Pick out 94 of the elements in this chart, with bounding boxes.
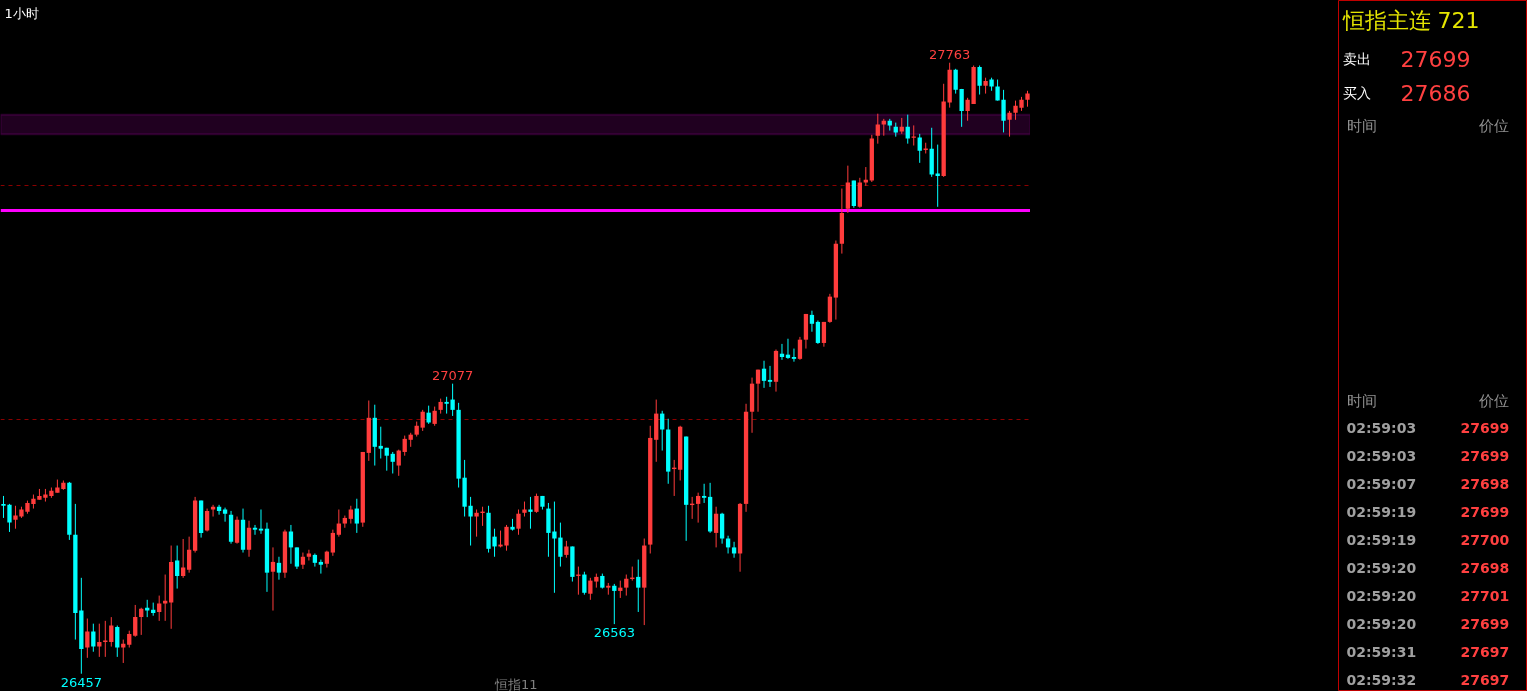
text: 27697	[1460, 643, 1510, 660]
candlestick	[396, 449, 401, 477]
annotation: 27763	[928, 46, 971, 62]
candlestick	[175, 545, 180, 590]
text: 价位	[1477, 116, 1509, 135]
candlestick	[917, 133, 922, 164]
candlestick	[713, 506, 719, 548]
candlestick	[318, 559, 324, 575]
text: 02:59:20	[1346, 559, 1417, 576]
text: 27698	[1460, 475, 1510, 492]
candlestick	[270, 546, 276, 612]
text: 价位	[1477, 391, 1509, 410]
candlestick	[420, 409, 425, 432]
candlestick	[210, 504, 216, 518]
candlestick	[474, 509, 479, 538]
candlestick	[276, 556, 282, 581]
text: 时间	[1346, 116, 1377, 135]
candlestick	[905, 114, 910, 145]
candlestick	[797, 336, 803, 361]
candlestick	[390, 451, 395, 474]
candlestick	[528, 496, 533, 530]
text: 27698	[1460, 559, 1510, 576]
text: 卖出	[1342, 50, 1371, 67]
candlestick	[977, 65, 982, 96]
candlestick	[330, 529, 336, 557]
text: 02:59:20	[1346, 587, 1417, 604]
candlestick	[294, 546, 300, 570]
candlestick	[821, 321, 827, 348]
text: 恒指主连 721	[1341, 8, 1480, 33]
annotation: 26457	[60, 674, 103, 690]
candlestick	[767, 365, 773, 388]
candlestick	[695, 492, 701, 524]
text: 02:59:19	[1346, 531, 1417, 548]
candlestick	[402, 435, 407, 457]
candlestick	[516, 509, 521, 536]
text: 27701	[1460, 587, 1510, 604]
text: 02:59:20	[1346, 615, 1417, 632]
candlestick	[1007, 110, 1012, 138]
candlestick	[336, 509, 341, 538]
text: 27697	[1460, 671, 1510, 688]
candlestick	[761, 360, 767, 389]
text: 02:59:07	[1346, 475, 1417, 492]
candlestick	[288, 524, 294, 565]
candlestick	[432, 406, 437, 427]
candlestick	[258, 509, 264, 535]
candlestick	[300, 552, 306, 570]
candlestick	[731, 541, 737, 559]
text: 27700	[1460, 531, 1510, 548]
candlestick	[163, 574, 168, 622]
candlestick	[911, 124, 916, 147]
candlestick	[312, 552, 318, 568]
candlestick	[660, 410, 665, 452]
candlestick	[85, 618, 90, 659]
text: 27699	[1460, 419, 1510, 436]
annotation: 26563	[593, 625, 635, 641]
candlestick	[582, 571, 587, 596]
text: 27699	[1460, 447, 1510, 464]
candlestick	[252, 524, 258, 536]
text: 02:59:32	[1346, 671, 1417, 688]
candlestick	[701, 483, 707, 504]
candlestick	[378, 426, 383, 460]
candlestick	[624, 574, 629, 597]
text: 买入	[1342, 84, 1371, 101]
annotation: 恒指11	[493, 676, 538, 691]
text: 02:59:03	[1346, 419, 1417, 436]
candlestick	[636, 559, 641, 613]
candlestick	[815, 320, 821, 345]
candlestick	[115, 625, 120, 658]
candlestick	[755, 369, 761, 413]
text: 27699	[1400, 46, 1471, 72]
candlestick	[809, 310, 815, 333]
text: 02:59:03	[1346, 447, 1417, 464]
candlestick	[91, 623, 96, 653]
candlestick	[354, 498, 359, 534]
candlestick	[875, 113, 880, 145]
candlestick	[234, 516, 240, 545]
candlestick	[612, 583, 617, 625]
text: 02:59:19	[1346, 503, 1417, 520]
candlestick	[306, 549, 312, 561]
candlestick	[121, 639, 126, 664]
annotation: 1小时	[4, 5, 39, 21]
candlestick	[534, 493, 539, 514]
candlestick	[109, 616, 114, 648]
text: 时间	[1346, 391, 1377, 410]
text: 02:59:31	[1346, 643, 1417, 660]
candlestick	[97, 623, 102, 658]
text: 27699	[1460, 503, 1510, 520]
text: 27699	[1460, 615, 1510, 632]
candlestick	[186, 536, 192, 574]
candlestick	[246, 520, 252, 558]
annotation: 27077	[431, 367, 474, 383]
candlestick	[791, 348, 797, 363]
candlestick	[133, 604, 138, 638]
text: 27686	[1400, 80, 1471, 106]
